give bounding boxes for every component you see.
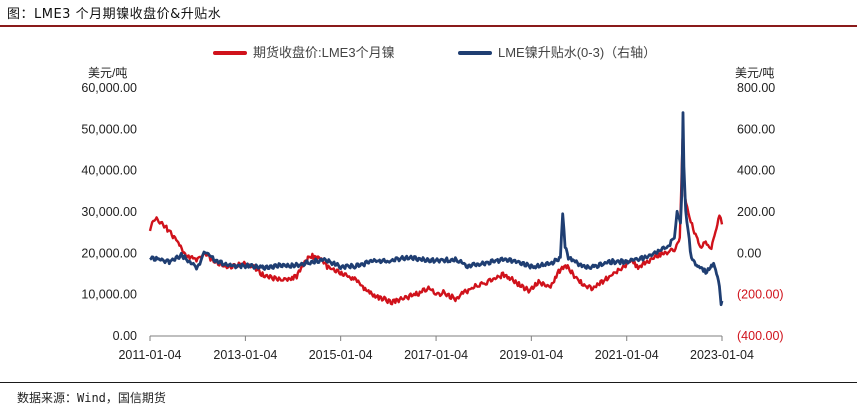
- x-tick-label: 2023-01-04: [690, 348, 754, 362]
- figure-title: 图：LME3 个月期镍收盘价&升贴水: [7, 7, 222, 22]
- series-lines: [148, 111, 724, 307]
- right-tick-label: 600.00: [737, 122, 775, 136]
- right-tick-label: 800.00: [737, 81, 775, 95]
- right-axis-ticks: (400.00) (200.00) 0.00 200.00 400.00 600.00 80…: [737, 81, 784, 343]
- left-tick-label: 0.00: [113, 329, 137, 343]
- legend-label: 期货收盘价:LME3个月镍: [253, 45, 395, 60]
- series-line-lme-price: [148, 137, 724, 306]
- right-tick-label: 0.00: [737, 246, 761, 260]
- right-axis-unit: 美元/吨: [735, 66, 774, 80]
- x-tick-label: 2015-01-04: [309, 348, 373, 362]
- right-tick-label: 400.00: [737, 164, 775, 178]
- series-line-spread: [149, 111, 724, 307]
- figure-header: 图：LME3 个月期镍收盘价&升贴水: [0, 0, 857, 27]
- left-tick-label: 20,000.00: [81, 246, 137, 260]
- chart-legend: 期货收盘价:LME3个月镍 LME镍升贴水(0-3)（右轴）: [213, 45, 656, 60]
- legend-label: LME镍升贴水(0-3)（右轴）: [498, 45, 656, 60]
- footer-divider: [0, 382, 857, 383]
- left-tick-label: 10,000.00: [81, 288, 137, 302]
- left-tick-label: 40,000.00: [81, 164, 137, 178]
- left-axis-unit: 美元/吨: [88, 66, 127, 80]
- right-tick-label: (200.00): [737, 288, 784, 302]
- x-axis-ticks: 2011-01-04 2013-01-04 2015-01-04 2017-01-04…: [118, 336, 754, 362]
- left-tick-label: 60,000.00: [81, 81, 137, 95]
- nickel-price-chart: 期货收盘价:LME3个月镍 LME镍升贴水(0-3)（右轴） 美元/吨 美元/吨 …: [81, 45, 784, 362]
- left-tick-label: 30,000.00: [81, 205, 137, 219]
- right-tick-label: (400.00): [737, 329, 784, 343]
- x-tick-label: 2013-01-04: [213, 348, 277, 362]
- x-tick-label: 2011-01-04: [118, 348, 181, 362]
- left-tick-label: 50,000.00: [81, 122, 137, 136]
- data-source: 数据来源：Wind，国信期货: [17, 391, 166, 405]
- right-tick-label: 200.00: [737, 205, 775, 219]
- title-divider: [0, 25, 857, 27]
- x-tick-label: 2019-01-04: [499, 348, 563, 362]
- x-tick-label: 2017-01-04: [404, 348, 468, 362]
- x-tick-label: 2021-01-04: [595, 348, 659, 362]
- left-axis-ticks: 0.00 10,000.00 20,000.00 30,000.00 40,000.00…: [81, 81, 137, 343]
